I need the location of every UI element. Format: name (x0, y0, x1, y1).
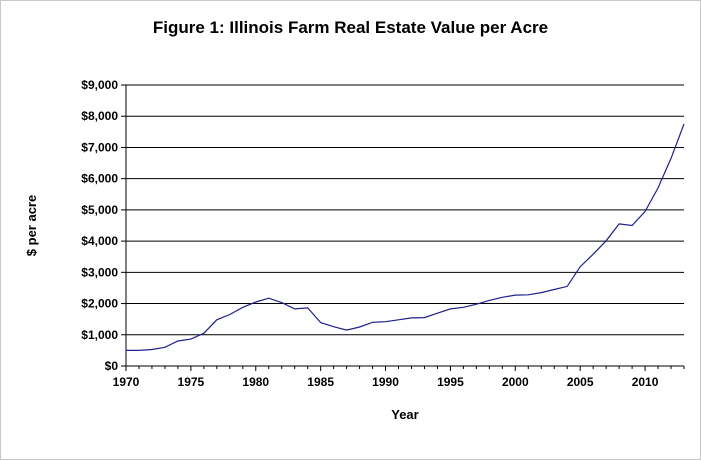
x-tick-label: 1985 (307, 375, 334, 389)
series-group (126, 123, 685, 351)
y-tick-label: $7,000 (81, 140, 118, 154)
x-axis-title: Year (391, 407, 418, 422)
x-tick-label: 2000 (502, 375, 529, 389)
plot-area (126, 85, 684, 366)
x-tick-label: 1980 (242, 375, 269, 389)
y-tick-label: $9,000 (81, 78, 118, 92)
x-tick-label: 1990 (372, 375, 399, 389)
x-tick-label: 2005 (567, 375, 594, 389)
x-axis-ticks: 1970 1975 1980 1985 1990 1995 2000 2005 2010 (113, 366, 685, 389)
gridlines (126, 84, 684, 336)
y-tick-label: $2,000 (81, 297, 118, 311)
y-tick-label: $6,000 (81, 172, 118, 186)
series-line (126, 123, 685, 351)
y-tick-label: $4,000 (81, 234, 118, 248)
y-tick-label: $0 (105, 359, 119, 373)
y-tick-label: $5,000 (81, 203, 118, 217)
chart-title: Figure 1: Illinois Farm Real Estate Valu… (152, 18, 549, 37)
y-axis-title: $ per acre (24, 195, 39, 256)
y-tick-label: $1,000 (81, 328, 118, 342)
y-tick-label: $3,000 (81, 265, 118, 279)
axes (125, 85, 684, 367)
x-tick-label: 1995 (437, 375, 464, 389)
y-tick-label: $8,000 (81, 109, 118, 123)
x-tick-label: 1975 (178, 375, 205, 389)
y-axis-ticks: $0 $1,000 $2,000 $3,000 $4,000 $5,000 $6,000 $7… (81, 78, 126, 373)
x-tick-label: 1970 (113, 375, 140, 389)
x-tick-label: 2010 (632, 375, 659, 389)
